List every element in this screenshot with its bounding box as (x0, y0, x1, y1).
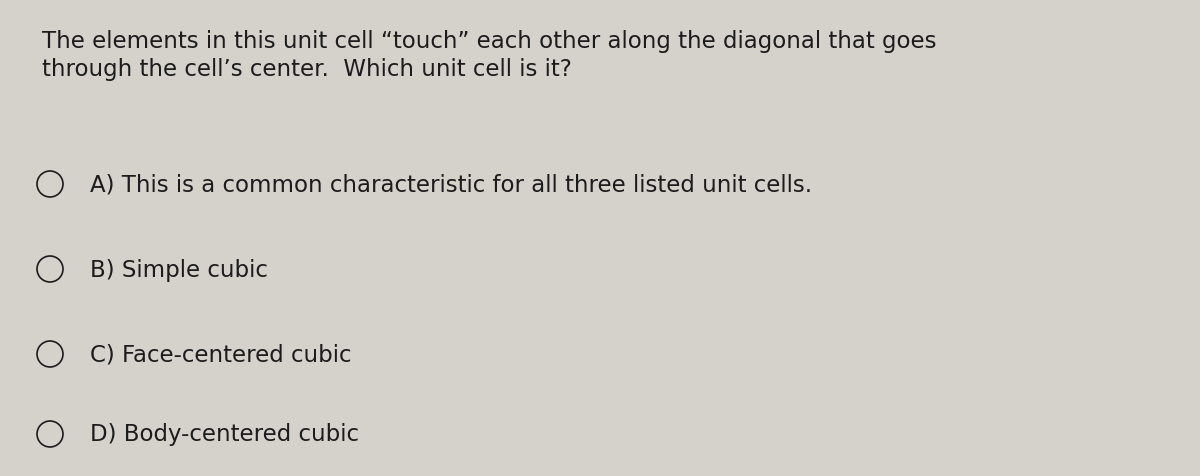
Text: A) This is a common characteristic for all three listed unit cells.: A) This is a common characteristic for a… (90, 173, 812, 196)
Text: B) Simple cubic: B) Simple cubic (90, 258, 268, 281)
Text: D) Body-centered cubic: D) Body-centered cubic (90, 423, 359, 446)
Text: C) Face-centered cubic: C) Face-centered cubic (90, 343, 352, 366)
Text: The elements in this unit cell “touch” each other along the diagonal that goes
t: The elements in this unit cell “touch” e… (42, 30, 936, 81)
